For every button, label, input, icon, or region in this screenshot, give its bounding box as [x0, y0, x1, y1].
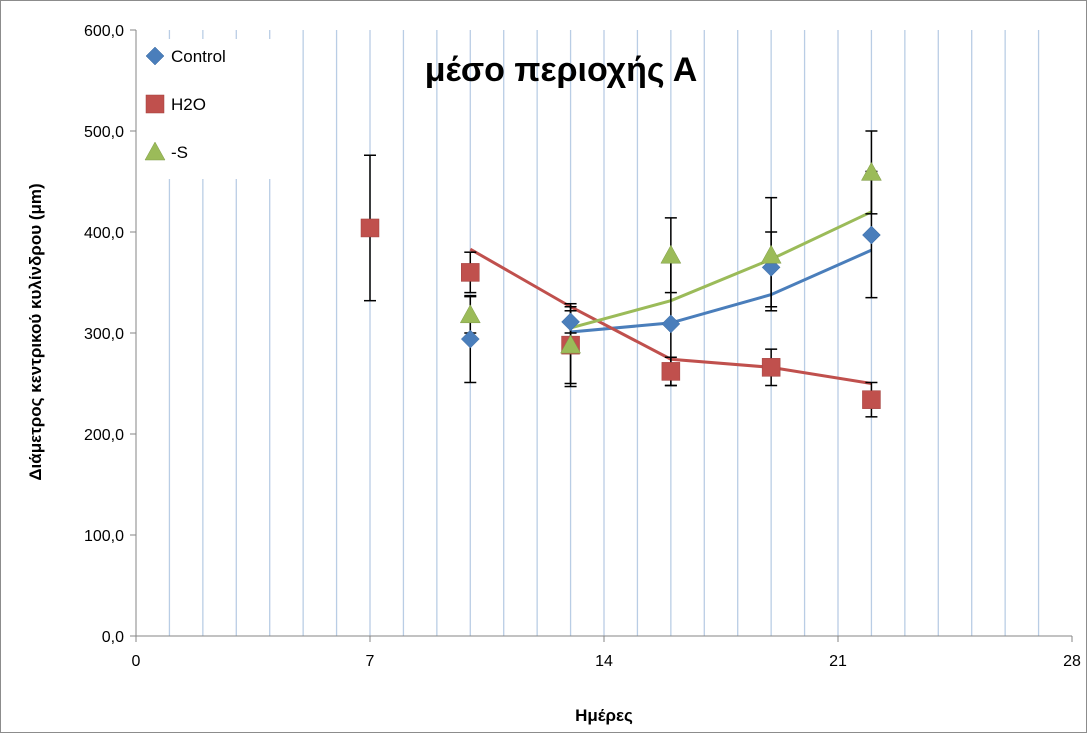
y-tick-label: 400,0 [84, 225, 124, 242]
legend-marker-h2o [145, 94, 165, 114]
y-tick-label: 200,0 [84, 427, 124, 444]
y-tick-label: 500,0 [84, 124, 124, 141]
x-tick-label: 14 [595, 653, 613, 670]
data-point-s [660, 244, 682, 264]
data-point-control [460, 329, 480, 349]
x-tick-label: 28 [1063, 653, 1081, 670]
legend-marker-control [145, 46, 165, 66]
data-point-control [862, 225, 881, 245]
data-point-s [560, 334, 581, 354]
gridlines [168, 30, 1040, 636]
legend-label-h2o: H2O [171, 95, 206, 114]
data-point-h2o [360, 218, 380, 238]
data-point-h2o [862, 390, 881, 409]
data-markers [360, 161, 882, 409]
data-point-h2o [461, 263, 480, 282]
trendline-control [570, 248, 873, 334]
x-tick-label: 21 [829, 653, 847, 670]
data-point-s [760, 244, 782, 264]
data-point-s [459, 304, 481, 324]
x-axis-title: Ημέρες [575, 706, 633, 725]
error-bars [364, 130, 878, 418]
y-tick-label: 100,0 [84, 528, 124, 545]
x-tick-label: 7 [366, 653, 375, 670]
data-point-control [561, 312, 580, 332]
chart-title: μέσο περιοχής Α [425, 51, 698, 89]
legend-label-s: -S [171, 143, 188, 162]
axes: 0,0 100,0 200,0 300,0 400,0 500,0 600,0 0 7 14 21 2… [84, 23, 1081, 670]
y-tick-label: 300,0 [84, 326, 124, 343]
y-tick-label: 600,0 [84, 23, 124, 40]
x-tick-label: 0 [132, 653, 141, 670]
legend: Control H2O -S [143, 39, 278, 179]
legend-background [143, 39, 278, 179]
data-point-s [861, 161, 882, 181]
legend-marker-s [144, 141, 166, 161]
legend-label-control: Control [171, 47, 226, 66]
y-axis-title: Διάμετρος κεντρικού κυλίνδρου (μm) [26, 183, 45, 480]
data-point-h2o [661, 362, 681, 381]
y-tick-label: 0,0 [102, 629, 124, 646]
data-point-h2o [761, 358, 781, 377]
trendline-s [570, 210, 873, 330]
data-point-control [661, 314, 681, 334]
